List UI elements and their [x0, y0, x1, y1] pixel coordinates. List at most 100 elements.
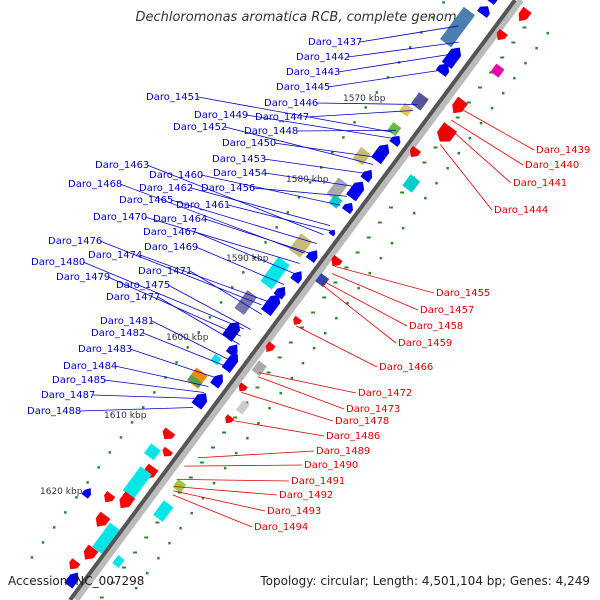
reverse-gene-label: Daro_1489: [316, 446, 370, 457]
tick-dash: [388, 206, 393, 209]
reverse-gene-box: [153, 500, 174, 522]
tick-dash: [155, 521, 160, 524]
forward-gene-arrow: [476, 5, 491, 19]
forward-gene-box: [288, 233, 313, 258]
tick-dot: [242, 271, 245, 274]
tick-dash: [355, 251, 360, 254]
forward-gene-arrow: [191, 392, 208, 411]
forward-gene-arrow: [441, 47, 462, 70]
forward-label-leader: [327, 69, 441, 88]
tick-dot: [331, 151, 334, 154]
reverse-label-leader: [258, 372, 357, 394]
tick-dot: [286, 211, 290, 214]
reverse-label-leader: [184, 464, 303, 467]
tick-dot: [546, 31, 549, 35]
tick-dot: [501, 91, 505, 95]
tick-dot: [168, 541, 171, 545]
forward-label-leader: [103, 379, 205, 393]
tick-dot: [219, 301, 223, 304]
forward-gene-label: Daro_1468: [68, 179, 122, 190]
tick-dot: [442, 1, 445, 4]
reverse-label-leader: [447, 126, 512, 184]
tick-dot: [134, 586, 138, 590]
tick-dot: [312, 346, 316, 350]
forward-gene-label: Daro_1476: [48, 236, 102, 247]
forward-gene-label: Daro_1467: [143, 227, 197, 238]
tick-dot: [357, 286, 360, 290]
backbone-group: [68, 0, 524, 600]
reverse-gene-label: Daro_1491: [291, 476, 345, 487]
forward-label-leader: [189, 270, 263, 315]
tick-dash: [266, 371, 271, 374]
tick-dot: [342, 136, 345, 139]
reverse-label-leader: [439, 144, 493, 211]
reverse-gene-arrow: [119, 491, 136, 509]
forward-gene-arrow: [388, 135, 401, 148]
forward-gene-label: Daro_1437: [308, 37, 362, 48]
scale-tick-label: 1610 kbp: [104, 411, 147, 421]
tick-dot: [97, 466, 100, 469]
tick-dot: [208, 316, 212, 319]
forward-label-leader: [170, 199, 317, 245]
tick-dot: [468, 136, 472, 140]
reverse-gene-label: Daro_1444: [494, 205, 548, 216]
scale-labels: 1570 kbp 1580 kbp 1590 kbp 1600 kbp 1610 kbp…: [40, 94, 386, 497]
tick-dot: [234, 451, 238, 455]
reverse-gene-box: [172, 478, 187, 493]
tick-dot: [145, 571, 149, 575]
reverse-label-leader: [461, 108, 535, 151]
reverse-gene-label: Daro_1472: [358, 388, 412, 399]
forward-gene-label: Daro_1470: [93, 212, 147, 223]
tick-dot: [490, 106, 494, 110]
forward-gene-arrow: [81, 487, 92, 499]
forward-label-leader: [264, 172, 353, 187]
reverse-gene-arrow: [518, 6, 532, 22]
tick-dot: [175, 361, 178, 364]
forward-gene-label: Daro_1484: [63, 361, 117, 372]
tick-dot: [75, 496, 78, 499]
reverse-gene-label: Daro_1440: [525, 160, 579, 171]
forward-gene-label: Daro_1471: [138, 266, 192, 277]
forward-gene-label: Daro_1456: [201, 183, 255, 194]
forward-gene-arrow: [273, 286, 286, 300]
forward-label-leader: [194, 231, 295, 275]
tick-dot: [323, 331, 327, 335]
forward-gene-label: Daro_1445: [276, 82, 330, 93]
forward-gene-box: [439, 6, 476, 48]
reverse-gene-arrow: [162, 446, 174, 457]
tick-dot: [52, 526, 56, 529]
tick-dot: [297, 196, 301, 199]
forward-gene-arrow: [486, 0, 498, 6]
scale-tick-label: 1590 kbp: [226, 254, 269, 264]
tick-dash: [199, 461, 204, 464]
reverse-label-leader: [334, 265, 435, 294]
reverse-gene-arrow: [224, 413, 235, 424]
forward-gene-label: Daro_1463: [95, 160, 149, 171]
tick-dot: [153, 391, 156, 394]
forward-gene-box: [410, 92, 429, 111]
tick-dot: [41, 541, 45, 544]
forward-label-leader: [295, 129, 396, 132]
reverse-gene-box: [402, 174, 421, 193]
forward-gene-label: Daro_1474: [88, 250, 142, 261]
tick-dot: [119, 436, 123, 439]
reverse-gene-label: Daro_1493: [267, 506, 321, 517]
tick-dot: [108, 451, 112, 454]
tick-dash: [400, 191, 405, 194]
forward-label-leader: [273, 142, 376, 158]
forward-gene-label: Daro_1446: [264, 98, 318, 109]
forward-gene-label: Daro_1460: [149, 170, 203, 181]
reverse-label-leader: [323, 280, 408, 327]
forward-label-leader: [204, 218, 312, 255]
forward-gene-label: Daro_1465: [119, 195, 173, 206]
reverse-gene-label: Daro_1455: [436, 288, 490, 299]
tick-dash: [322, 296, 327, 299]
forward-gene-label: Daro_1483: [78, 344, 132, 355]
scale-tick-label: 1570 kbp: [343, 94, 386, 104]
scale-tick-label: 1620 kbp: [40, 487, 83, 497]
forward-label-leader: [306, 110, 414, 118]
forward-gene-label: Daro_1480: [31, 257, 85, 268]
tick-dash: [99, 596, 104, 599]
tick-dash: [299, 326, 304, 329]
forward-gene-labels: Daro_1437 Daro_1442 Daro_1443 Daro_1445 Daro…: [27, 25, 459, 417]
